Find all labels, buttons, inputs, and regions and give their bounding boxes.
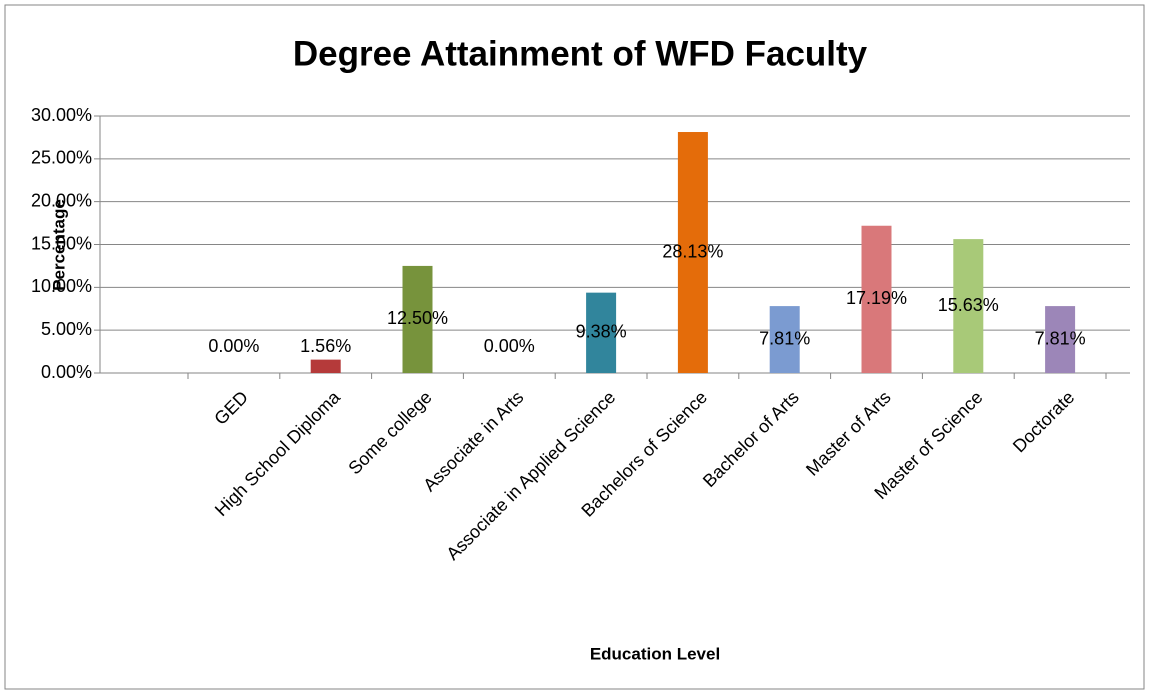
value-label: 17.19% <box>846 288 907 308</box>
value-label: 7.81% <box>1035 328 1086 348</box>
y-tick-label: 5.00% <box>41 319 92 339</box>
bar <box>586 292 617 373</box>
value-label: 7.81% <box>759 328 810 348</box>
bar <box>953 239 984 373</box>
value-label: 0.00% <box>484 336 535 356</box>
bar <box>677 132 708 373</box>
y-tick-label: 10.00% <box>31 276 92 296</box>
bar <box>769 306 800 373</box>
bar <box>310 359 341 373</box>
y-tick-label: 15.00% <box>31 233 92 253</box>
y-tick-label: 30.00% <box>31 105 92 125</box>
value-label: 9.38% <box>576 322 627 342</box>
value-label: 28.13% <box>662 241 723 261</box>
bar <box>1045 306 1076 373</box>
value-label: 12.50% <box>387 308 448 328</box>
value-label: 15.63% <box>938 295 999 315</box>
bar <box>402 265 433 373</box>
x-axis-label: Education Level <box>590 644 720 663</box>
y-tick-label: 20.00% <box>31 190 92 210</box>
chart-title: Degree Attainment of WFD Faculty <box>293 34 868 73</box>
y-tick-label: 25.00% <box>31 148 92 168</box>
y-axis-label: Percentage <box>49 199 68 291</box>
value-label: 1.56% <box>300 336 351 356</box>
y-tick-label: 0.00% <box>41 362 92 382</box>
bar <box>861 225 892 373</box>
value-label: 0.00% <box>208 336 259 356</box>
